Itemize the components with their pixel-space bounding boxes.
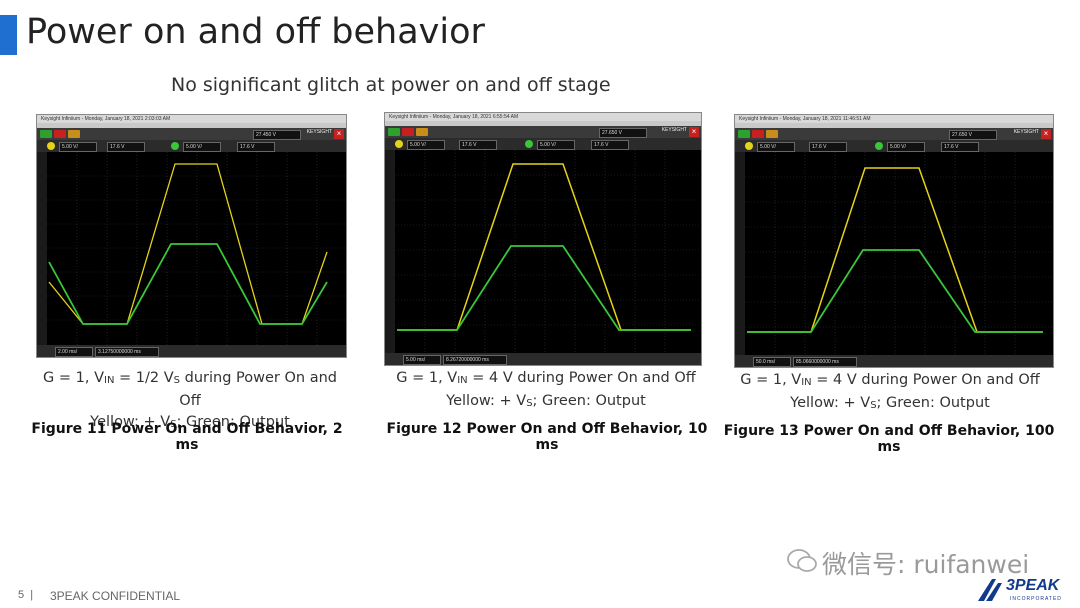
brand-label: KEYSIGHT (661, 127, 687, 133)
single-button[interactable] (68, 130, 80, 138)
run-button[interactable] (388, 128, 400, 136)
figure-13-title: Figure 13 Power On and Off Behavior, 100… (723, 423, 1055, 455)
channel-2-icon[interactable] (525, 140, 533, 148)
wechat-icon (787, 549, 817, 572)
close-icon[interactable]: × (1041, 129, 1051, 139)
scope-timebase-bar: 5.00 ms/ 8.26720000000 ms (385, 353, 701, 365)
3peak-logo-icon (978, 579, 1002, 601)
ch2-offset[interactable]: 17.6 V (941, 142, 979, 152)
timebase-scale[interactable]: 50.0 ms/ (753, 357, 791, 367)
single-button[interactable] (766, 130, 778, 138)
scope-timebase-bar: 2.00 ms/ 3.12750000000 ms (37, 345, 346, 357)
scope-side-panel (37, 152, 47, 345)
ch2-offset[interactable]: 17.6 V (237, 142, 275, 152)
scope-title: Keysight Infiniium - Monday, January 18,… (735, 115, 1053, 123)
ch1-scale[interactable]: 5.00 V/ (407, 140, 445, 150)
scope-waveform-area (395, 150, 701, 353)
caption-line-2: Yellow: + VS; Green: Output (446, 393, 646, 409)
channel-1-icon[interactable] (47, 142, 55, 150)
scope-toolbar: 27.650 V KEYSIGHT × (385, 126, 701, 138)
waveform-plot (47, 152, 346, 345)
figure-12-title: Figure 12 Power On and Off Behavior, 10 … (386, 421, 708, 453)
single-button[interactable] (416, 128, 428, 136)
caption-line-1: G = 1, VIN = 4 V during Power On and Off (396, 370, 696, 386)
timebase-position[interactable]: 85.0660000000 ms (793, 357, 857, 367)
scope-screenshot-2: Keysight Infiniium - Monday, January 18,… (384, 112, 702, 366)
scope-channel-bar: 5.00 V/ 17.6 V 5.00 V/ 17.6 V (735, 140, 1053, 152)
ch1-scale[interactable]: 5.00 V/ (59, 142, 97, 152)
caption-line-1: G = 1, VIN = 4 V during Power On and Off (740, 372, 1040, 388)
timebase-scale[interactable]: 2.00 ms/ (55, 347, 93, 357)
output-trace (397, 245, 691, 331)
waveform-plot (745, 152, 1053, 355)
timebase-scale[interactable]: 5.00 ms/ (403, 355, 441, 365)
channel-2-icon[interactable] (171, 142, 179, 150)
scope-waveform-area (47, 152, 346, 345)
scope-toolbar: 27.650 V KEYSIGHT × (735, 128, 1053, 140)
scope-menu-bar (37, 123, 346, 128)
scope-toolbar: 27.450 V KEYSIGHT × (37, 128, 346, 140)
footer-confidential: 3PEAK CONFIDENTIAL (50, 589, 181, 603)
brand-label: KEYSIGHT (1013, 129, 1039, 135)
figure-11-title: Figure 11 Power On and Off Behavior, 2 m… (31, 421, 343, 453)
run-button[interactable] (40, 130, 52, 138)
figure-13-caption: G = 1, VIN = 4 V during Power On and Off… (740, 370, 1040, 416)
stop-button[interactable] (54, 130, 66, 138)
scope-title: Keysight Infiniium - Monday, January 18,… (37, 115, 346, 123)
page-title: Power on and off behavior (26, 12, 485, 52)
stop-button[interactable] (752, 130, 764, 138)
figure-12-caption: G = 1, VIN = 4 V during Power On and Off… (396, 368, 696, 414)
page-number: 5 | (18, 589, 34, 601)
scope-menu-bar (385, 121, 701, 126)
scope-title: Keysight Infiniium - Monday, January 18,… (385, 113, 701, 121)
ch1-offset[interactable]: 17.6 V (809, 142, 847, 152)
close-icon[interactable]: × (334, 129, 344, 139)
ch1-offset[interactable]: 17.6 V (459, 140, 497, 150)
scope-channel-bar: 5.00 V/ 17.6 V 5.00 V/ 17.6 V (37, 140, 346, 152)
scope-screenshot-3: Keysight Infiniium - Monday, January 18,… (734, 114, 1054, 368)
ch2-scale[interactable]: 5.00 V/ (887, 142, 925, 152)
scope-menu-bar (735, 123, 1053, 128)
channel-1-icon[interactable] (745, 142, 753, 150)
vs-trace (397, 163, 691, 331)
ch1-offset[interactable]: 17.6 V (107, 142, 145, 152)
brand-label: KEYSIGHT (306, 129, 332, 135)
scope-screenshot-1: Keysight Infiniium - Monday, January 18,… (36, 114, 347, 358)
logo-subtext: INCORPORATED (1010, 596, 1062, 602)
ch2-scale[interactable]: 5.00 V/ (183, 142, 221, 152)
timebase-position[interactable]: 3.12750000000 ms (95, 347, 159, 357)
channel-2-icon[interactable] (875, 142, 883, 150)
title-accent-bar (0, 15, 17, 55)
trigger-level[interactable]: 27.650 V (949, 130, 997, 140)
watermark-text: 微信号: ruifanwei (822, 550, 1030, 579)
scope-waveform-area (745, 152, 1053, 355)
close-icon[interactable]: × (689, 127, 699, 137)
timebase-position[interactable]: 8.26720000000 ms (443, 355, 507, 365)
trigger-level[interactable]: 27.450 V (253, 130, 301, 140)
ch1-scale[interactable]: 5.00 V/ (757, 142, 795, 152)
output-trace (747, 249, 1043, 333)
scope-side-panel (735, 152, 745, 355)
page-subtitle: No significant glitch at power on and of… (171, 74, 611, 96)
channel-1-icon[interactable] (395, 140, 403, 148)
run-button[interactable] (738, 130, 750, 138)
logo-text: 3PEAK (1006, 577, 1060, 594)
trigger-level[interactable]: 27.650 V (599, 128, 647, 138)
scope-channel-bar: 5.00 V/ 17.6 V 5.00 V/ 17.6 V (385, 138, 701, 150)
stop-button[interactable] (402, 128, 414, 136)
ch2-offset[interactable]: 17.6 V (591, 140, 629, 150)
caption-line-2: Yellow: + VS; Green: Output (90, 414, 290, 430)
waveform-plot (395, 150, 701, 353)
caption-line-1: G = 1, VIN = 1/2 VS during Power On and … (43, 370, 337, 409)
figure-11-caption: G = 1, VIN = 1/2 VS during Power On and … (40, 368, 340, 435)
ch2-scale[interactable]: 5.00 V/ (537, 140, 575, 150)
scope-side-panel (385, 150, 395, 353)
output-trace (48, 243, 328, 325)
caption-line-2: Yellow: + VS; Green: Output (790, 395, 990, 411)
scope-timebase-bar: 50.0 ms/ 85.0660000000 ms (735, 355, 1053, 367)
